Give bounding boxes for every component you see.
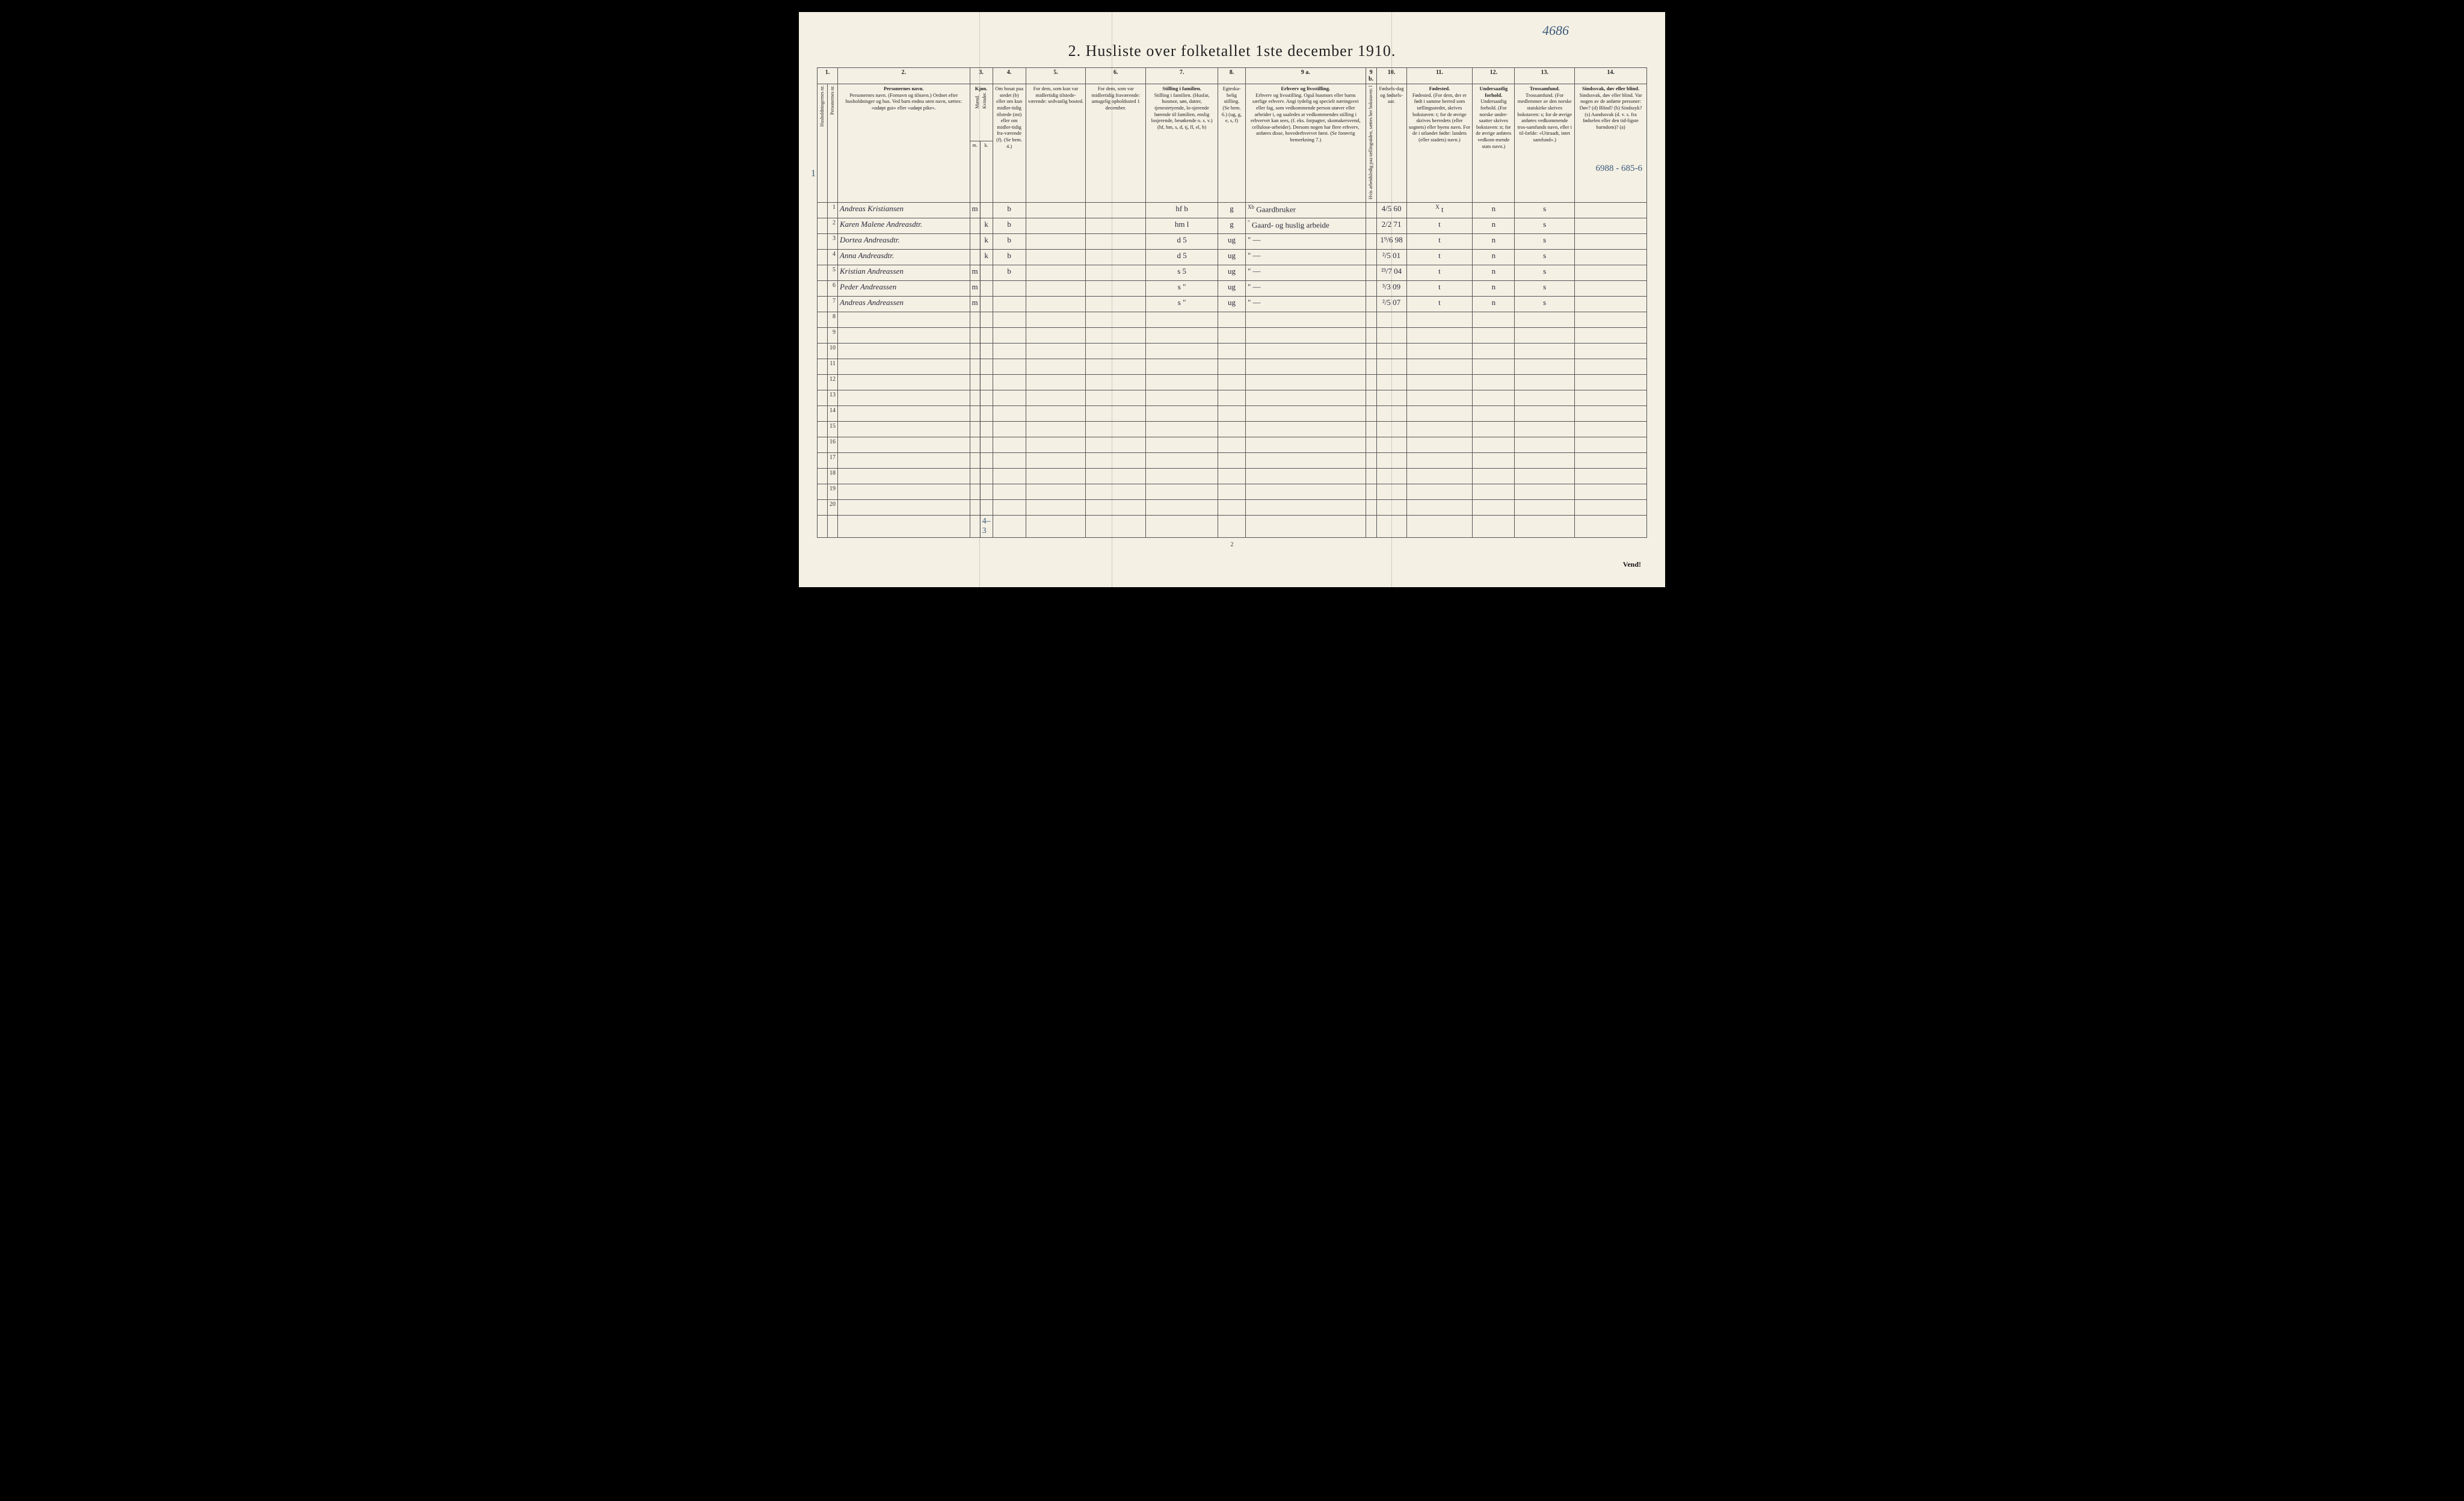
head-14: Sindssvak, døv eller blind.Sindssvak, dø… bbox=[1575, 84, 1647, 203]
head-5: For dem, som kun var midlertidig tilsted… bbox=[1026, 84, 1086, 203]
colnum-1: 1. bbox=[818, 68, 838, 84]
left-margin-annotation: 1 bbox=[811, 168, 816, 179]
table-row: 19 bbox=[818, 484, 1647, 499]
table-row: 11 bbox=[818, 359, 1647, 374]
head-2: Personernes navn.Personernes navn. (Forn… bbox=[838, 84, 970, 203]
head-3: Kjøn.Mænd. Kvinder. bbox=[970, 84, 993, 141]
colnum-11: 11. bbox=[1406, 68, 1473, 84]
column-number-row: 1. 2. 3. 4. 5. 6. 7. 8. 9 a. 9 b. 10. 11… bbox=[818, 68, 1647, 84]
table-row: 1Andreas Kristiansenmbhf bgXb Gaardbruke… bbox=[818, 202, 1647, 218]
table-row: 16 bbox=[818, 437, 1647, 452]
table-row: 15 bbox=[818, 421, 1647, 437]
head-11: Fødested.Fødested. (For dem, der er født… bbox=[1406, 84, 1473, 203]
colnum-7: 7. bbox=[1146, 68, 1218, 84]
colnum-9b: 9 b. bbox=[1366, 68, 1376, 84]
colnum-4: 4. bbox=[993, 68, 1026, 84]
colnum-8: 8. bbox=[1218, 68, 1246, 84]
subhead-m: m. bbox=[970, 141, 980, 203]
page-number: 2 bbox=[817, 541, 1647, 548]
colnum-2: 2. bbox=[838, 68, 970, 84]
colnum-9a: 9 a. bbox=[1245, 68, 1366, 84]
table-row: 9 bbox=[818, 327, 1647, 343]
head-6: For dem, som var midlertidig fraværende:… bbox=[1086, 84, 1146, 203]
top-right-annotation: 4686 bbox=[1542, 23, 1569, 39]
census-page: 4686 2. Husliste over folketallet 1ste d… bbox=[799, 12, 1665, 587]
table-row: 7Andreas Andreassenms "ug" —²/5 07tns bbox=[818, 296, 1647, 312]
colnum-3: 3. bbox=[970, 68, 993, 84]
table-row: 6Peder Andreassenms "ug" —³/3 09tns bbox=[818, 280, 1647, 296]
head-9a: Erhverv og livsstilling.Erhverv og livss… bbox=[1245, 84, 1366, 203]
table-row: 2Karen Malene Andreasdtr.kbhm lg" Gaard-… bbox=[818, 218, 1647, 233]
right-side-annotation: 6988 - 685-6 bbox=[1596, 164, 1643, 174]
table-row: 18 bbox=[818, 468, 1647, 484]
column-header-row: Husholdningernes nr. Personernes nr. Per… bbox=[818, 84, 1647, 141]
table-row: 12 bbox=[818, 374, 1647, 390]
colnum-6: 6. bbox=[1086, 68, 1146, 84]
table-body: 1Andreas Kristiansenmbhf bgXb Gaardbruke… bbox=[818, 202, 1647, 537]
footer-turn-over: Vend! bbox=[817, 560, 1641, 569]
head-4: Om bosat paa stedet (b) eller om kun mid… bbox=[993, 84, 1026, 203]
table-row: 4Anna Andreasdtr.kbd 5ug" —²/5 01tns bbox=[818, 249, 1647, 265]
table-row: 20 bbox=[818, 499, 1647, 515]
head-12: Undersaatlig forhold.Undersaatlig forhol… bbox=[1473, 84, 1515, 203]
page-title: 2. Husliste over folketallet 1ste decemb… bbox=[817, 42, 1647, 60]
table-row: 8 bbox=[818, 312, 1647, 327]
head-1a: Husholdningernes nr. bbox=[818, 84, 828, 203]
colnum-13: 13. bbox=[1515, 68, 1575, 84]
colnum-5: 5. bbox=[1026, 68, 1086, 84]
census-table: 1. 2. 3. 4. 5. 6. 7. 8. 9 a. 9 b. 10. 11… bbox=[817, 67, 1647, 538]
head-13: Trossamfund.Trossamfund. (For medlemmer … bbox=[1515, 84, 1575, 203]
table-row: 5Kristian Andreassenmbs 5ug" —²³/7 04tns bbox=[818, 265, 1647, 280]
table-row: 10 bbox=[818, 343, 1647, 359]
page-fold bbox=[1391, 12, 1392, 587]
head-8: Egteska-belig stilling. (Se bem. 6.) (ug… bbox=[1218, 84, 1246, 203]
colnum-14: 14. bbox=[1575, 68, 1647, 84]
table-row: 3Dortea Andreasdtr.kbd 5ug" —1⁹/6 98tns bbox=[818, 233, 1647, 249]
head-7: Stilling i familien.Stilling i familien.… bbox=[1146, 84, 1218, 203]
table-row: 13 bbox=[818, 390, 1647, 405]
head-9b: Hvis arbeidsledig paa tællingstiden, sæt… bbox=[1366, 84, 1376, 203]
table-row: 14 bbox=[818, 405, 1647, 421]
head-1b: Personernes nr. bbox=[828, 84, 838, 203]
page-fold bbox=[979, 12, 980, 587]
subhead-k: k. bbox=[980, 141, 993, 203]
tally-note: 4–3 bbox=[980, 515, 993, 537]
colnum-12: 12. bbox=[1473, 68, 1515, 84]
tally-row: 4–3 bbox=[818, 515, 1647, 537]
table-row: 17 bbox=[818, 452, 1647, 468]
